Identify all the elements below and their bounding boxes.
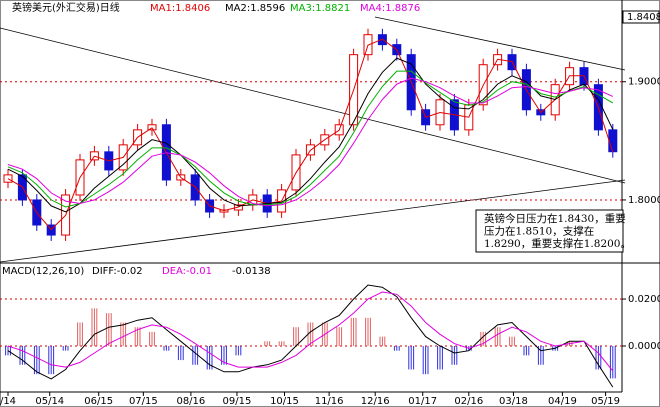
last-price-box [622, 10, 660, 24]
series-line [7, 77, 614, 207]
x-tick-label: /14 [0, 396, 16, 407]
x-tick-label: 05/19 [591, 396, 620, 407]
legend-entry: MA4:1.8876 [360, 3, 420, 14]
legend-entry: MA1:1.8406 [150, 3, 210, 14]
trend-line [374, 16, 626, 71]
x-tick-label: 03/18 [499, 396, 528, 407]
chart-title: 英镑美元(外汇交易)日线 [12, 1, 120, 14]
trend-line [0, 179, 626, 263]
series-line [7, 70, 614, 208]
legend-entry: DIFF:-0.02 [92, 266, 143, 277]
series-line [7, 38, 614, 231]
x-tick-label: 11/16 [315, 396, 344, 407]
x-tick-label: 07/15 [129, 396, 158, 407]
legend-entry: MA2:1.8596 [225, 3, 285, 14]
annotation: 1.8290，重要支撑在1.8200。 [484, 237, 631, 250]
x-tick-label: 06/15 [84, 396, 113, 407]
annotation-box [475, 209, 624, 253]
x-tick-label: 09/15 [223, 396, 252, 407]
x-tick-label: 10/15 [270, 396, 299, 407]
x-tick-label: 01/17 [408, 396, 437, 407]
y-tick-label: 1.8000 [628, 195, 660, 206]
trend-line [0, 27, 626, 184]
last-price: 1.8408 [627, 12, 660, 23]
series-line [7, 57, 614, 213]
annotation: 压力在1.8510，支撑在 [484, 225, 594, 238]
panel-title: MACD(12,26,10) [2, 266, 84, 277]
x-tick-label: 05/14 [35, 396, 64, 407]
x-tick-label: 04/19 [548, 396, 577, 407]
histogram-label: -0.0138 [232, 266, 271, 277]
legend-entry: MA3:1.8821 [290, 3, 350, 14]
y-tick-label: 0.0200 [628, 294, 660, 305]
series-line [7, 284, 614, 388]
legend-entry: DEA:-0.01 [162, 266, 212, 277]
x-tick-label: 12/16 [361, 396, 390, 407]
candle-body [608, 129, 618, 153]
y-tick-label: 0.0000 [628, 341, 660, 352]
annotation: 英镑今日压力在1.8430，重要 [484, 212, 626, 225]
candle-body [3, 174, 13, 183]
series-line [7, 291, 614, 372]
x-tick-label: 08/16 [176, 396, 205, 407]
y-tick-label: 1.9000 [628, 77, 660, 88]
x-tick-label: 02/16 [454, 396, 483, 407]
